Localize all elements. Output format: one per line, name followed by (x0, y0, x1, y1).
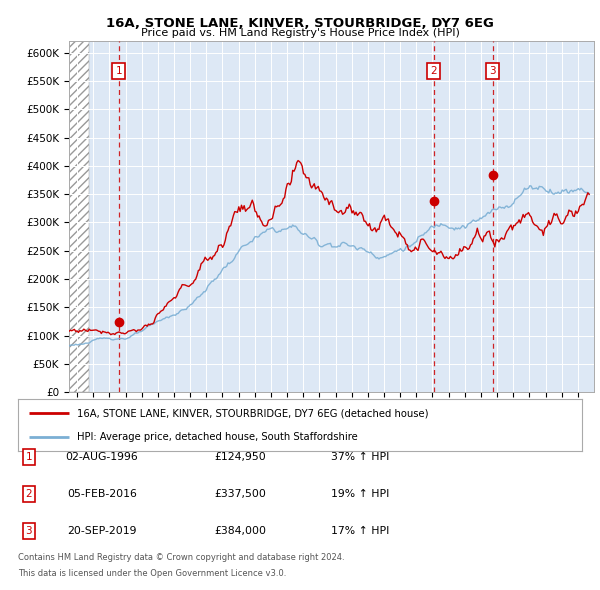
Text: This data is licensed under the Open Government Licence v3.0.: This data is licensed under the Open Gov… (18, 569, 286, 578)
Text: 2: 2 (431, 66, 437, 76)
Text: 17% ↑ HPI: 17% ↑ HPI (331, 526, 389, 536)
Text: 3: 3 (489, 66, 496, 76)
Text: £384,000: £384,000 (214, 526, 266, 536)
Bar (69, 41, 89, 392)
Text: 16A, STONE LANE, KINVER, STOURBRIDGE, DY7 6EG (detached house): 16A, STONE LANE, KINVER, STOURBRIDGE, DY… (77, 408, 429, 418)
Text: 20-SEP-2019: 20-SEP-2019 (67, 526, 137, 536)
Text: 3: 3 (25, 526, 32, 536)
Text: Contains HM Land Registry data © Crown copyright and database right 2024.: Contains HM Land Registry data © Crown c… (18, 553, 344, 562)
Text: 02-AUG-1996: 02-AUG-1996 (65, 453, 139, 462)
Text: 1: 1 (115, 66, 122, 76)
Text: Price paid vs. HM Land Registry's House Price Index (HPI): Price paid vs. HM Land Registry's House … (140, 28, 460, 38)
Text: HPI: Average price, detached house, South Staffordshire: HPI: Average price, detached house, Sout… (77, 432, 358, 442)
Text: 37% ↑ HPI: 37% ↑ HPI (331, 453, 389, 462)
Text: £124,950: £124,950 (214, 453, 266, 462)
Text: 2: 2 (25, 489, 32, 499)
Text: £337,500: £337,500 (214, 489, 266, 499)
Text: 16A, STONE LANE, KINVER, STOURBRIDGE, DY7 6EG: 16A, STONE LANE, KINVER, STOURBRIDGE, DY… (106, 17, 494, 30)
Text: 05-FEB-2016: 05-FEB-2016 (67, 489, 137, 499)
Text: 1: 1 (25, 453, 32, 462)
Text: 19% ↑ HPI: 19% ↑ HPI (331, 489, 389, 499)
